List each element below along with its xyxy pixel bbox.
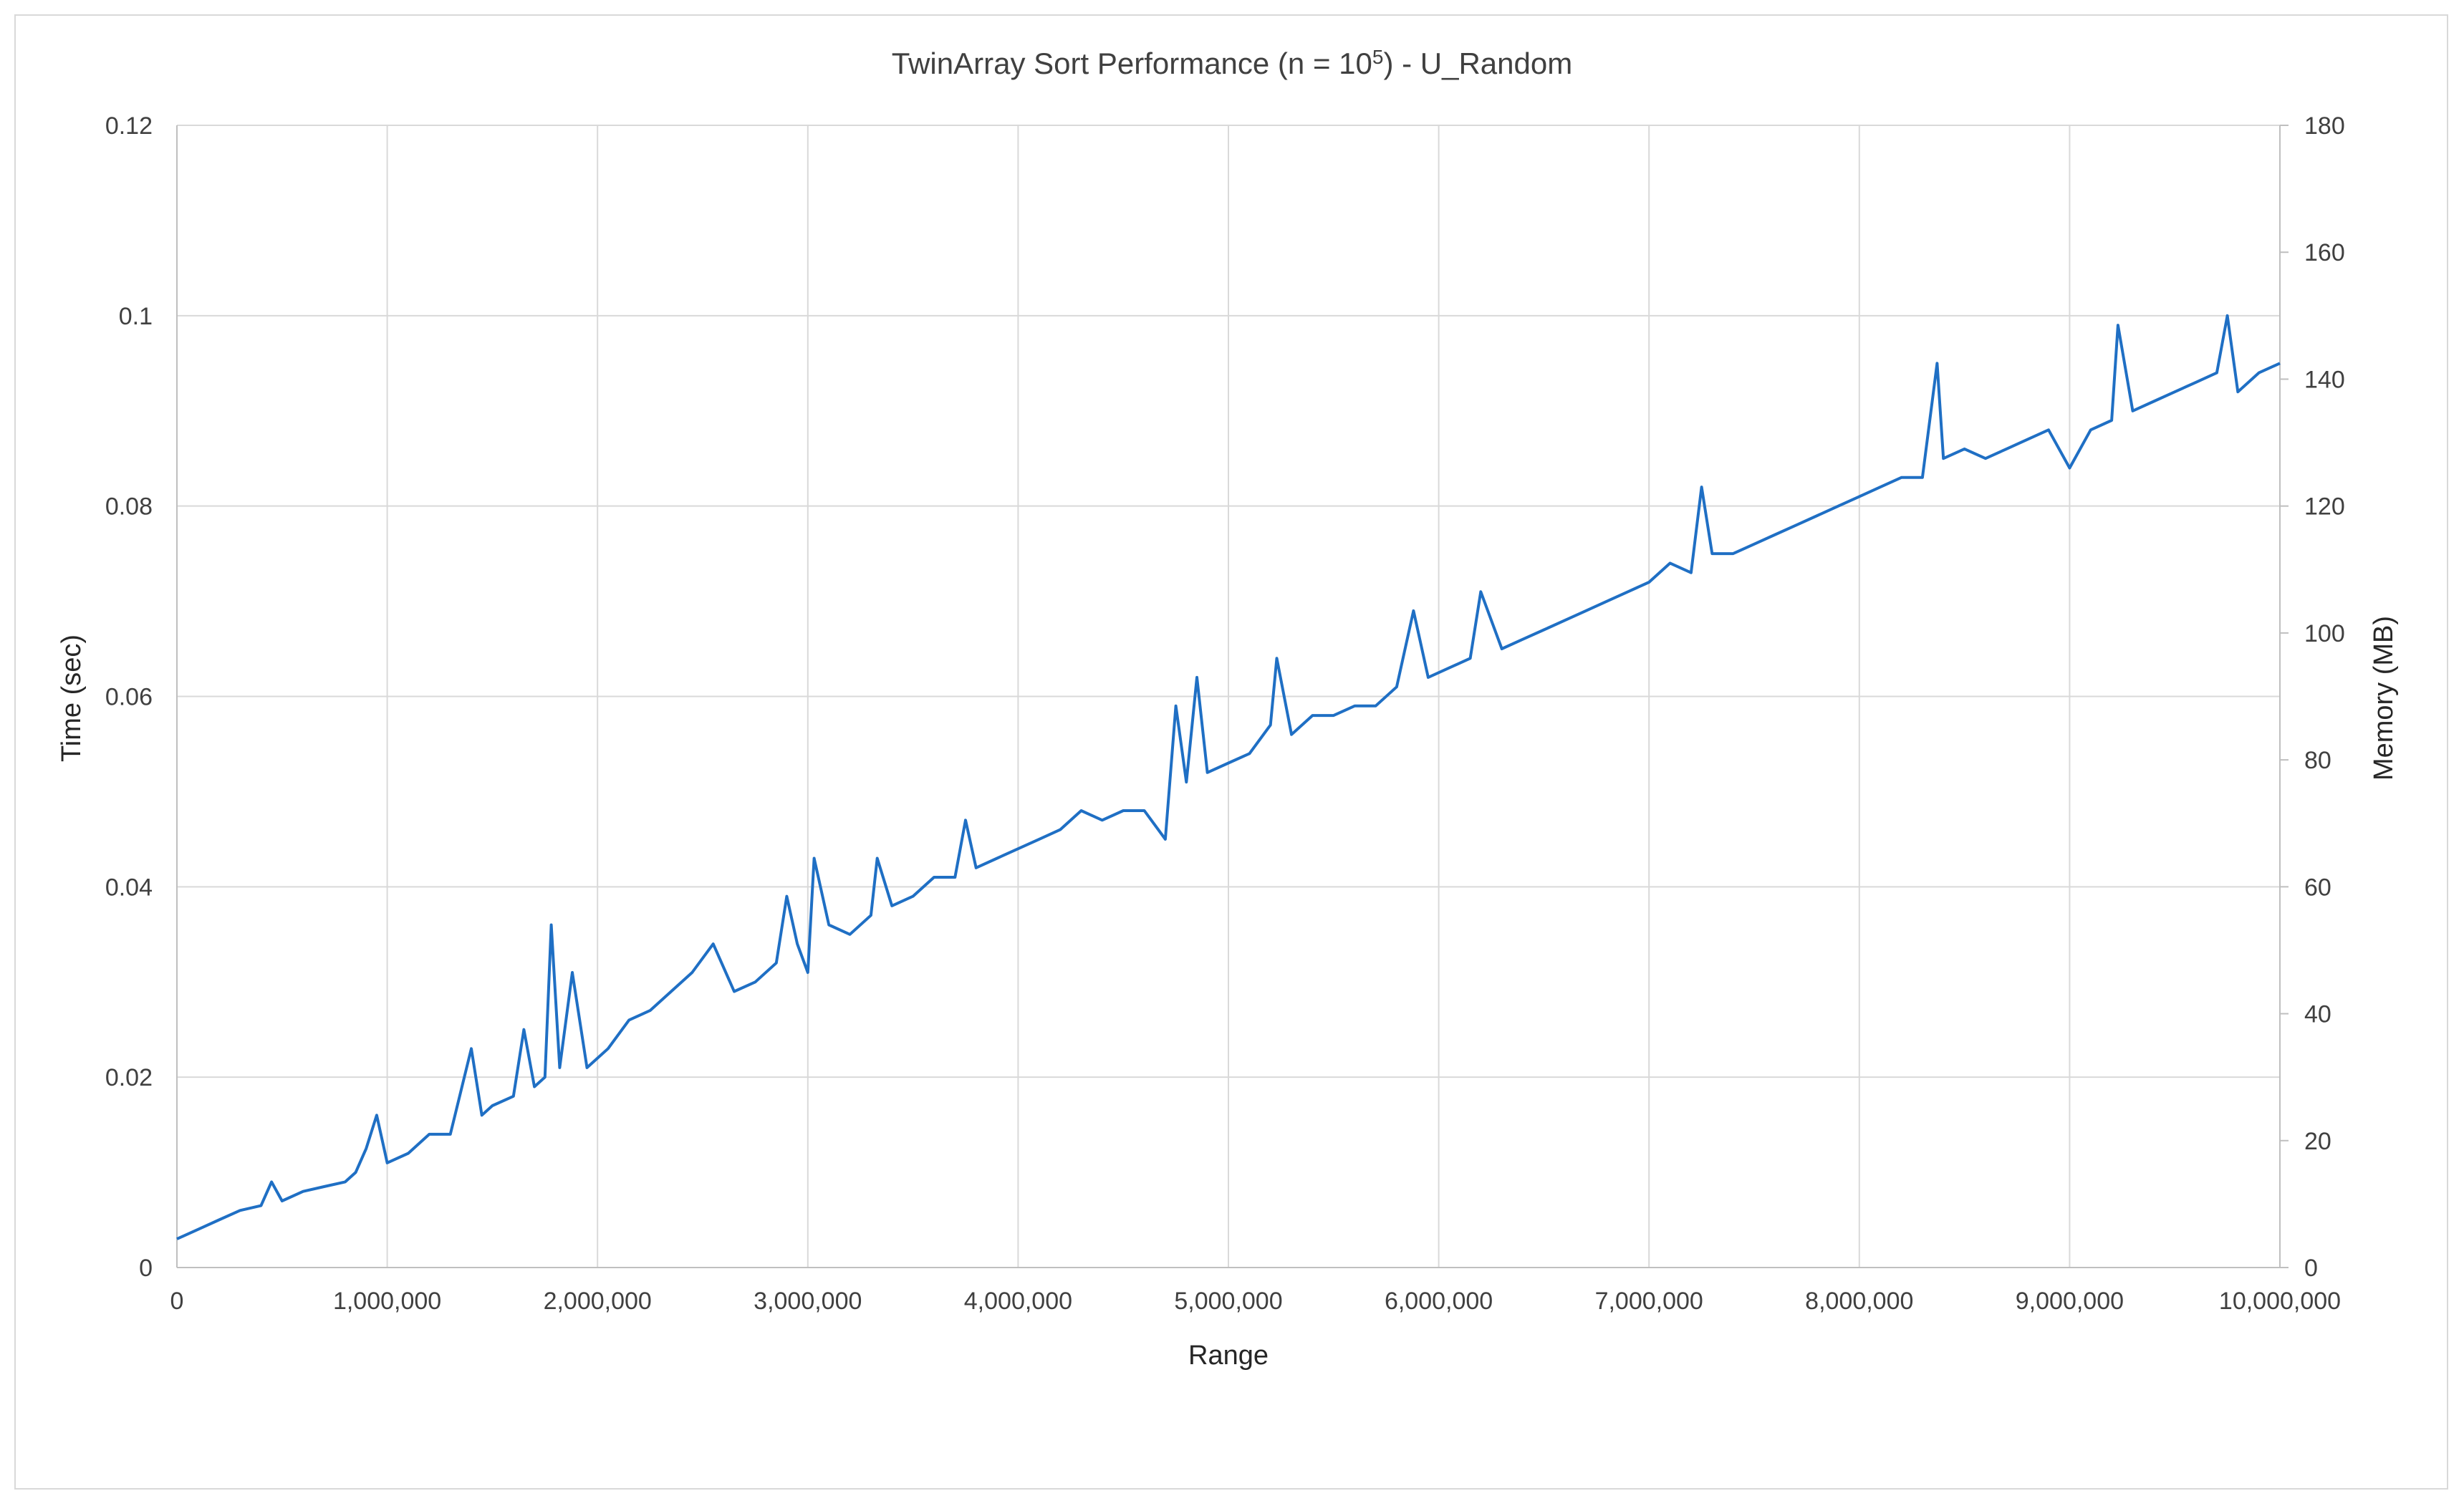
y-tick-label: 0.08 [105, 493, 153, 521]
axes [176, 125, 2289, 1268]
y-axis-title: Time (sec) [57, 634, 87, 762]
y-tick-label: 0 [139, 1255, 153, 1282]
chart-title: TwinArray Sort Performance (n = 105) - U… [892, 46, 1572, 80]
gridlines [177, 125, 2280, 1268]
chart-title-suffix: ) - U_Random [1383, 47, 1572, 80]
y-tick-label: 0.04 [105, 874, 153, 901]
x-tick-label: 10,000,000 [2219, 1288, 2341, 1315]
chart-title-superscript: 5 [1372, 46, 1384, 68]
x-tick-label: 1,000,000 [333, 1288, 441, 1315]
y2-tick-label: 160 [2304, 239, 2345, 266]
y2-tick-label: 0 [2304, 1255, 2318, 1282]
y2-tick-label: 180 [2304, 112, 2345, 140]
series-layer [176, 314, 2281, 1240]
y-tick-label: 0.1 [119, 303, 153, 330]
y-tick-label: 0.02 [105, 1064, 153, 1091]
x-tick-label: 5,000,000 [1174, 1288, 1282, 1315]
y2-tick-label: 80 [2304, 747, 2331, 774]
x-tick-label: 8,000,000 [1805, 1288, 1913, 1315]
y-tick-label: 0.12 [105, 112, 153, 140]
y2-tick-label: 40 [2304, 1001, 2331, 1028]
y2-axis-title: Memory (MB) [2369, 616, 2399, 781]
x-tick-label: 7,000,000 [1595, 1288, 1703, 1315]
y2-tick-label: 100 [2304, 620, 2345, 647]
y2-tick-label: 120 [2304, 493, 2345, 521]
x-tick-label: 4,000,000 [964, 1288, 1072, 1315]
y2-tick-label: 20 [2304, 1128, 2331, 1155]
x-tick-label: 0 [170, 1288, 184, 1315]
x-tick-label: 2,000,000 [544, 1288, 652, 1315]
y2-tick-label: 60 [2304, 874, 2331, 901]
chart-title-main: TwinArray Sort Performance (n = 10 [892, 47, 1372, 80]
x-tick-label: 3,000,000 [754, 1288, 862, 1315]
x-axis-title: Range [1188, 1341, 1269, 1371]
x-tick-label: 9,000,000 [2016, 1288, 2124, 1315]
tick-labels: 0 1,000,000 2,000,000 3,000,000 4,000,000 5,0… [105, 112, 2345, 1315]
chart-area [14, 14, 2448, 1490]
x-tick-label: 6,000,000 [1385, 1288, 1493, 1315]
y-tick-label: 0.06 [105, 684, 153, 711]
y2-tick-label: 140 [2304, 366, 2345, 393]
series-line [176, 314, 2281, 1240]
